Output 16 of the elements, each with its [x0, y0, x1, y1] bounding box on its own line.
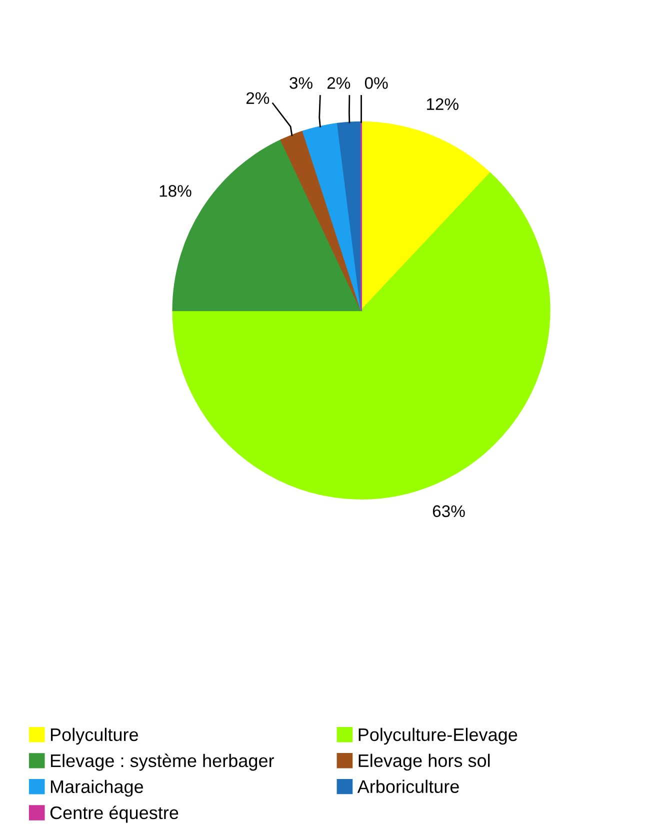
legend-label: Elevage hors sol — [358, 754, 490, 771]
legend-label: Elevage : système herbager — [50, 754, 274, 771]
legend-label: Polyculture — [50, 728, 138, 745]
data-label: 12% — [426, 98, 458, 110]
data-label: 18% — [160, 185, 192, 197]
data-label: 2% — [246, 92, 270, 104]
data-label: 2% — [327, 77, 350, 89]
pie-slice — [302, 122, 362, 312]
data-label: 63% — [432, 505, 465, 518]
pie-slice — [360, 121, 491, 312]
text: 0% — [364, 77, 388, 89]
data-label: 3% — [290, 77, 312, 89]
legend-label: Centre équestre — [50, 806, 178, 823]
legend-label: Arboriculture — [357, 780, 459, 793]
legend-label: Maraichage — [50, 780, 144, 797]
legend-label: Polyculture-Elevage — [358, 728, 518, 745]
